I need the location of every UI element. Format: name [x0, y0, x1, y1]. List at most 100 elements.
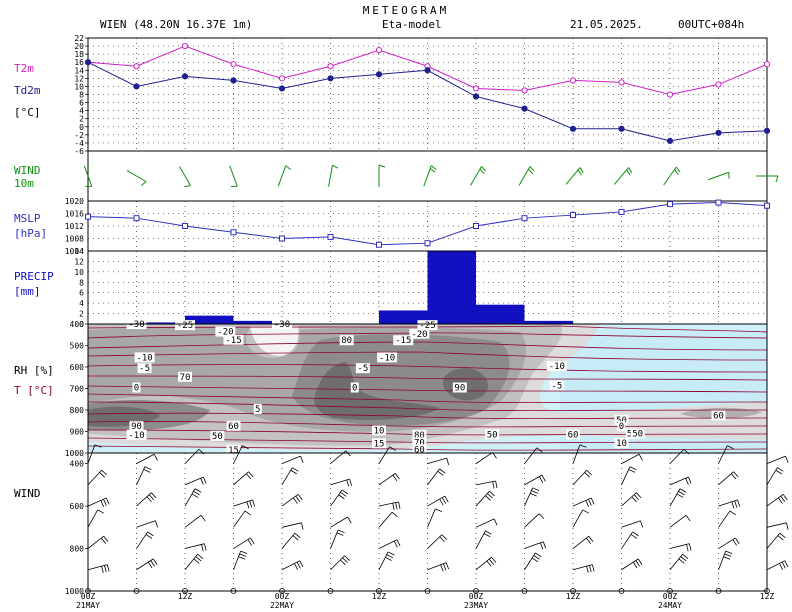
run-label: 00UTC+084h [678, 18, 744, 31]
wind-barb-feather [155, 520, 159, 528]
wind-barb-feather [540, 542, 544, 550]
wind-barb-feather [248, 471, 254, 478]
calm-circle [424, 588, 431, 594]
t2m-point [327, 63, 334, 70]
wind-barb [669, 448, 685, 464]
contour-label: 90 [131, 422, 142, 432]
wind-barb-feather [101, 537, 107, 544]
wind-barb [423, 165, 432, 187]
wind-barb-feather [441, 497, 447, 504]
contour-label-bg [566, 429, 580, 440]
wind-barb-feather [734, 500, 738, 508]
calm-circle [133, 588, 140, 594]
t2m-point [375, 47, 383, 54]
y-tick-label: 1000 [65, 587, 84, 596]
wind-barb-feather [542, 541, 547, 549]
rh-dry-bubble [250, 326, 299, 356]
wind-barb-feather [151, 492, 157, 499]
wind-barb-feather [586, 537, 592, 544]
contour-label-bg [393, 335, 414, 346]
y-tick-label: 6 [79, 289, 84, 298]
wind-barb-feather [100, 500, 105, 507]
contour-label-bg [350, 382, 359, 393]
wind-barb-feather [439, 536, 445, 543]
contour-label: -25 [177, 321, 193, 331]
wind-barb-feather [531, 490, 538, 494]
wind-barb [475, 490, 490, 507]
contour-label-bg [372, 438, 386, 449]
contour-label: 80 [414, 431, 425, 441]
contour-label-bg [452, 382, 467, 393]
wind-barb-feather [588, 498, 592, 506]
wind-barb [718, 471, 734, 486]
wind-barb-feather [435, 508, 442, 513]
wind-barb-feather [532, 487, 540, 492]
y-tick-label: 4 [79, 107, 84, 116]
wind-barb-feather [533, 555, 540, 560]
mslp-line [87, 202, 768, 246]
contour-label: 5 [255, 405, 260, 415]
wind-barb-feather [294, 563, 299, 570]
td2m-point [181, 73, 189, 80]
t2m-label: T2m [14, 62, 34, 75]
wind-barb-feather [301, 522, 304, 530]
y-tick-label: 2 [79, 310, 84, 319]
contour-label: -5 [357, 364, 368, 374]
contour-label: 50 [632, 430, 643, 440]
calm-circle [618, 588, 625, 594]
cross-section-labels: -30 -25 -30 -25-20-15-20-15-10-5-10-50 0-10-… [126, 319, 726, 456]
wind-barb-feather [336, 532, 344, 536]
wind-barb-feather [628, 167, 633, 174]
wind-barb-feather [579, 444, 587, 448]
wind-barb-feather [342, 489, 349, 495]
contour-label: 60 [228, 422, 239, 432]
wind-barb [281, 560, 301, 571]
precip-label-1: PRECIP [14, 270, 54, 283]
t2m-point [715, 81, 722, 88]
wind-barb [136, 531, 149, 549]
model-label: Eta-model [382, 18, 442, 31]
wind-barb-feather [332, 164, 339, 169]
wind-barb-feather [101, 566, 104, 574]
wind-barb [87, 469, 102, 486]
wind-barb-feather [392, 503, 395, 511]
td2m-point [278, 85, 286, 92]
wind-barb-feather [479, 168, 485, 175]
wind-barb-feather [485, 530, 492, 535]
td2m-point [133, 83, 140, 90]
wind-barb-feather [345, 450, 351, 457]
wind-barb-feather [300, 455, 304, 463]
contour-label-bg [137, 363, 152, 374]
wind-barb-feather [191, 493, 199, 498]
wind-barb-feather [249, 500, 253, 508]
wind-barb [572, 444, 581, 464]
wind-barb-feather [488, 558, 494, 565]
wind-barb-feather [782, 494, 788, 501]
wind-barb-feather [536, 447, 543, 453]
y-tick-label: 8 [79, 91, 84, 100]
mslp-label-1: MSLP [14, 212, 41, 225]
wind-barb-feather [483, 533, 491, 538]
precip-bar [136, 322, 185, 324]
wind-barb [87, 564, 108, 571]
wind-barb-feather [729, 510, 736, 516]
contour-label: -5 [139, 364, 150, 374]
wind-barb-feather [293, 497, 298, 504]
mslp-point [230, 229, 237, 236]
y-tick-label: 14 [74, 247, 84, 256]
date-label: 21.05.2025. [570, 18, 643, 31]
isotherm-line [87, 375, 768, 381]
wind-barb-feather [99, 472, 105, 478]
wind-barb-feather [395, 502, 398, 510]
wind-barb-feather [632, 531, 639, 537]
td2m-point [424, 67, 431, 74]
wind-barb-feather [487, 493, 493, 499]
y-tick-label: 0 [79, 123, 84, 132]
wind-barb [518, 166, 531, 186]
wind-barb [766, 467, 778, 486]
y-tick-label: 1008 [65, 235, 84, 244]
t2m-point [763, 61, 771, 68]
contour-label: 50 [616, 416, 627, 426]
contour-label-bg [630, 428, 645, 439]
